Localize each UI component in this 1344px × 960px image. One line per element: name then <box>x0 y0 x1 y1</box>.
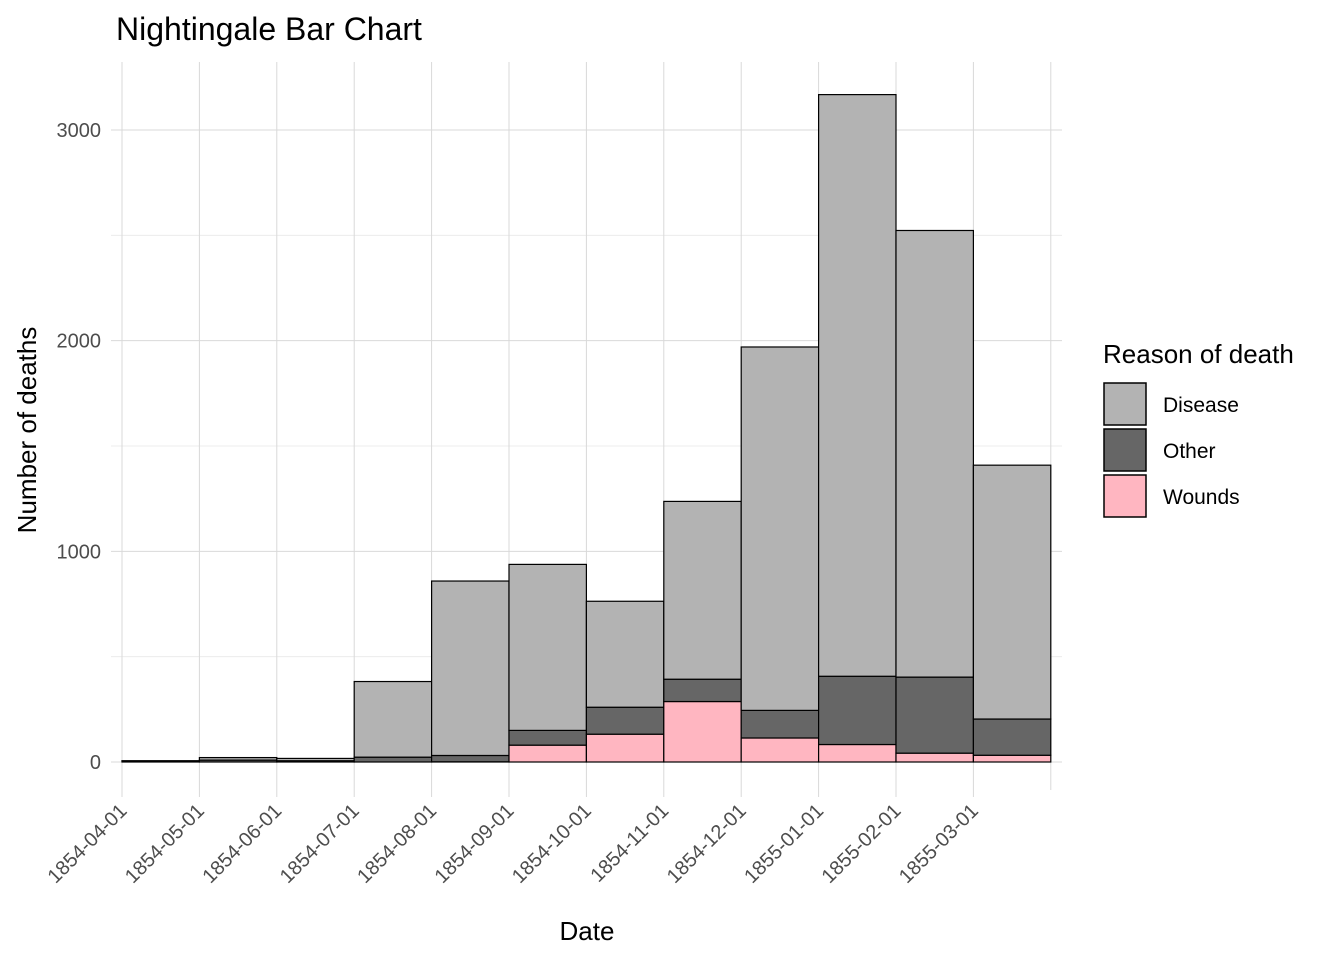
bar-layer <box>121 94 1052 763</box>
y-tick-label: 3000 <box>57 120 102 142</box>
y-tick-label: 1000 <box>57 541 102 563</box>
bar-disease-1854-12-01 <box>740 346 820 711</box>
bar-disease-1854-06-01 <box>276 757 355 762</box>
bar-wounds-1855-01-01 <box>817 743 897 763</box>
x-tick-label: 1854-12-01 <box>663 800 751 888</box>
bar-wounds-1854-12-01 <box>740 737 820 763</box>
legend-key-wounds <box>1103 474 1147 518</box>
x-tick-label: 1854-09-01 <box>431 800 519 888</box>
legend-key-disease <box>1103 382 1147 426</box>
legend: Reason of death Disease Other Wounds <box>1103 339 1294 518</box>
bar-other-1854-10-01 <box>585 706 665 735</box>
legend-label-other: Other <box>1163 440 1216 463</box>
bar-disease-1854-09-01 <box>508 563 588 731</box>
chart-title: Nightingale Bar Chart <box>116 11 422 47</box>
bar-disease-1855-02-01 <box>895 229 975 678</box>
x-tick-label: 1854-10-01 <box>508 800 596 888</box>
bar-wounds-1854-09-01 <box>508 744 588 763</box>
x-tick-label: 1854-04-01 <box>44 800 132 888</box>
bar-disease-1854-08-01 <box>431 580 510 757</box>
bar-wounds-1855-02-01 <box>895 752 975 763</box>
legend-items: Disease Other Wounds <box>1103 382 1240 518</box>
bar-disease-1854-05-01 <box>198 756 278 761</box>
legend-key-other <box>1103 428 1147 472</box>
legend-title: Reason of death <box>1103 339 1294 369</box>
x-tick-label: 1854-08-01 <box>353 800 441 888</box>
bar-other-1855-02-01 <box>895 676 975 754</box>
x-tick-label: 1854-11-01 <box>586 800 673 887</box>
y-axis-ticks: 0 1000 2000 3000 <box>57 120 102 774</box>
x-tick-label: 1854-07-01 <box>276 800 364 888</box>
y-tick-label: 2000 <box>57 331 102 353</box>
x-tick-label: 1855-03-01 <box>895 800 983 888</box>
bar-other-1854-09-01 <box>508 729 588 746</box>
x-tick-label: 1854-05-01 <box>121 800 209 888</box>
y-tick-label: 0 <box>90 752 101 774</box>
x-tick-label: 1855-02-01 <box>818 800 906 888</box>
bar-other-1855-03-01 <box>972 718 1052 756</box>
bar-disease-1854-07-01 <box>353 680 433 758</box>
x-tick-label: 1855-01-01 <box>740 800 828 888</box>
bar-wounds-1854-11-01 <box>663 700 742 763</box>
bar-other-1854-11-01 <box>663 678 742 703</box>
bar-disease-1855-03-01 <box>972 464 1052 720</box>
y-axis-title: Number of deaths <box>12 327 42 534</box>
bar-wounds-1854-10-01 <box>585 733 665 763</box>
x-axis-title: Date <box>560 916 615 946</box>
bar-other-1855-01-01 <box>817 675 897 746</box>
legend-label-wounds: Wounds <box>1163 486 1240 509</box>
bar-disease-1854-11-01 <box>663 500 742 680</box>
bar-wounds-1855-03-01 <box>972 754 1052 763</box>
bar-disease-1854-10-01 <box>585 600 665 708</box>
bar-other-1854-07-01 <box>353 756 433 763</box>
x-tick-label: 1854-06-01 <box>198 800 286 888</box>
bar-other-1854-12-01 <box>740 709 820 739</box>
bar-disease-1855-01-01 <box>817 94 897 677</box>
bar-other-1854-08-01 <box>431 754 510 763</box>
x-axis-ticks: 1854-04-011854-05-011854-06-011854-07-01… <box>44 790 983 888</box>
legend-label-disease: Disease <box>1163 394 1239 417</box>
